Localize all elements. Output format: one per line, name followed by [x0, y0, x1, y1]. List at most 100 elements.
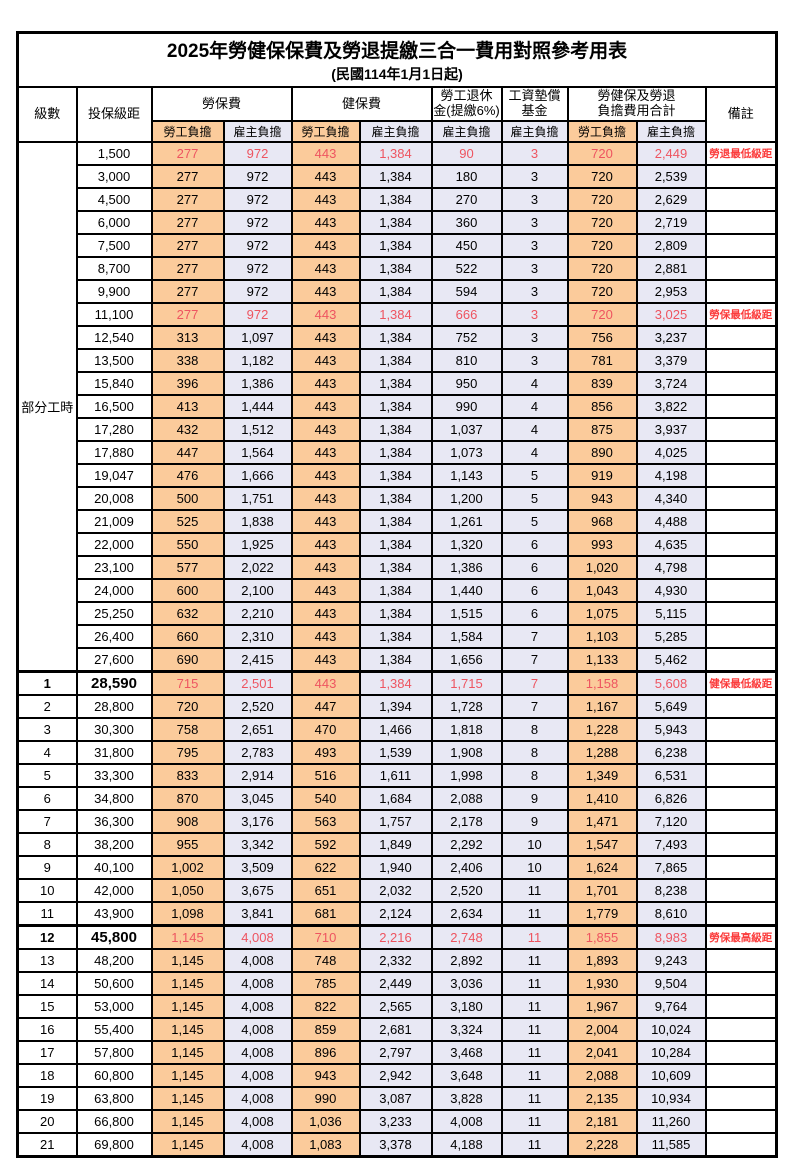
- col-header-bracket: 投保級距: [75, 86, 153, 143]
- cell-amount: 8,983: [635, 924, 707, 950]
- cell-amount: 443: [290, 578, 361, 603]
- cell-amount: 4,008: [222, 924, 293, 950]
- cell-note: [704, 532, 778, 557]
- cell-amount: 2,719: [635, 210, 707, 235]
- cell-amount: 2,022: [222, 555, 293, 580]
- cell-amount: 1,143: [430, 463, 503, 488]
- cell-amount: 11: [500, 1132, 569, 1158]
- cell-amount: 1,684: [358, 786, 433, 811]
- cell-bracket: 19,047: [75, 463, 153, 488]
- cell-bracket: 4,500: [75, 187, 153, 212]
- cell-amount: 1,228: [566, 717, 638, 742]
- cell-amount: 9,243: [635, 948, 707, 973]
- cell-amount: 681: [290, 901, 361, 927]
- cell-note: [704, 509, 778, 534]
- cell-amount: 651: [290, 878, 361, 903]
- cell-bracket: 28,800: [75, 694, 153, 719]
- table-row: 20,008 500 1,751 443 1,384 1,200 5 943 4,340: [18, 486, 778, 511]
- cell-amount: 563: [290, 809, 361, 834]
- cell-amount: 1,855: [566, 924, 638, 950]
- table-row: 9 40,100 1,002 3,509 622 1,940 2,406 10 1,624 7,8…: [16, 855, 778, 880]
- col-header-wage-fund-line1: 工資墊償: [508, 88, 561, 104]
- cell-amount: 1,940: [358, 855, 433, 880]
- cell-amount: 990: [430, 394, 503, 419]
- cell-amount: 3,087: [358, 1086, 433, 1111]
- table-row: 9,900 277 972 443 1,384 594 3 720 2,953: [18, 279, 778, 304]
- cell-amount: 1,624: [566, 855, 638, 880]
- cell-amount: 1,145: [150, 1017, 225, 1042]
- cell-amount: 720: [566, 210, 638, 235]
- cell-amount: 3: [500, 348, 569, 373]
- cell-level: 1: [16, 670, 78, 696]
- table-row: 7 36,300 908 3,176 563 1,757 2,178 9 1,471 7,120: [16, 809, 778, 834]
- table-row: 19 63,800 1,145 4,008 990 3,087 3,828 11 2,135 10…: [16, 1086, 778, 1111]
- cell-amount: 1,410: [566, 786, 638, 811]
- table-row: 24,000 600 2,100 443 1,384 1,440 6 1,043 4,930: [18, 578, 778, 603]
- table-row: 18 60,800 1,145 4,008 943 2,942 3,648 11 2,088 10…: [16, 1063, 778, 1088]
- cell-amount: 2,783: [222, 740, 293, 765]
- cell-amount: 1,611: [358, 763, 433, 788]
- cell-amount: 1,103: [566, 624, 638, 649]
- table-row: 2 28,800 720 2,520 447 1,394 1,728 7 1,167 5,649: [16, 694, 778, 719]
- cell-amount: 1,288: [566, 740, 638, 765]
- cell-amount: 2,520: [222, 694, 293, 719]
- sub-header-labor-employee: 勞工負擔: [150, 120, 225, 143]
- cell-amount: 1,145: [150, 971, 225, 996]
- cell-amount: 447: [150, 440, 225, 465]
- cell-note: 健保最低級距: [704, 670, 778, 696]
- cell-note: 勞退最低級距: [704, 141, 778, 166]
- cell-amount: 5,462: [635, 647, 707, 673]
- cell-amount: 443: [290, 141, 361, 166]
- cell-amount: 1,384: [358, 509, 433, 534]
- cell-amount: 2,681: [358, 1017, 433, 1042]
- cell-amount: 972: [222, 233, 293, 258]
- cell-amount: 476: [150, 463, 225, 488]
- cell-amount: 856: [566, 394, 638, 419]
- cell-bracket: 16,500: [75, 394, 153, 419]
- col-header-health-insurance: 健保費: [290, 86, 433, 122]
- cell-amount: 8: [500, 763, 569, 788]
- cell-amount: 10,024: [635, 1017, 707, 1042]
- cell-amount: 1,728: [430, 694, 503, 719]
- cell-amount: 3,379: [635, 348, 707, 373]
- title-row: 2025年勞健保保費及勞退提繳三合一費用對照參考用表 (民國114年1月1日起): [16, 31, 778, 88]
- cell-amount: 1,145: [150, 1132, 225, 1158]
- cell-amount: 180: [430, 164, 503, 189]
- cell-amount: 3: [500, 164, 569, 189]
- cell-note: [704, 555, 778, 580]
- cell-amount: 7: [500, 624, 569, 649]
- cell-bracket: 36,300: [75, 809, 153, 834]
- col-header-pension-line1: 勞工退休: [440, 88, 493, 104]
- cell-amount: 1,838: [222, 509, 293, 534]
- cell-amount: 3,180: [430, 994, 503, 1019]
- cell-amount: 1,440: [430, 578, 503, 603]
- col-header-pension-line2: 金(提繳6%): [433, 103, 500, 118]
- cell-amount: 10,284: [635, 1040, 707, 1065]
- group-header-row: 級數 投保級距 勞保費 健保費 勞工退休 金(提繳6%) 工資墊償 基金 勞健保…: [16, 86, 778, 143]
- cell-amount: 3: [500, 279, 569, 304]
- cell-bracket: 8,700: [75, 256, 153, 281]
- cell-level: 6: [16, 786, 78, 811]
- cell-amount: 4,008: [222, 1086, 293, 1111]
- cell-level: 18: [16, 1063, 78, 1088]
- cell-amount: 443: [290, 302, 361, 327]
- cell-note: [704, 809, 778, 834]
- cell-bracket: 12,540: [75, 325, 153, 350]
- cell-amount: 1,384: [358, 463, 433, 488]
- cell-amount: 443: [290, 624, 361, 649]
- cell-amount: 622: [290, 855, 361, 880]
- cell-note: [704, 187, 778, 212]
- table-row: 21,009 525 1,838 443 1,384 1,261 5 968 4,488: [18, 509, 778, 534]
- cell-note: [704, 971, 778, 996]
- table-row: 12,540 313 1,097 443 1,384 752 3 756 3,237: [18, 325, 778, 350]
- cell-amount: 9: [500, 786, 569, 811]
- cell-amount: 1,849: [358, 832, 433, 857]
- cell-bracket: 30,300: [75, 717, 153, 742]
- cell-amount: 3: [500, 187, 569, 212]
- cell-note: [704, 233, 778, 258]
- cell-bracket: 69,800: [75, 1132, 153, 1158]
- cell-amount: 2,797: [358, 1040, 433, 1065]
- cell-note: [704, 901, 778, 927]
- cell-amount: 720: [566, 187, 638, 212]
- cell-bracket: 28,590: [75, 670, 153, 696]
